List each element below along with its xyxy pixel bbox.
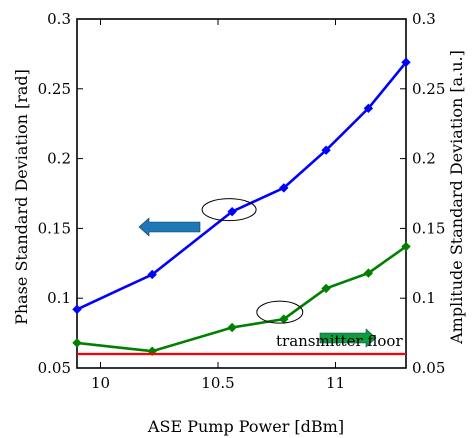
series-marker-ellipse-left <box>201 198 257 222</box>
data-point <box>227 322 237 333</box>
annotation-transmitter-floor: transmitter floor <box>276 332 403 350</box>
y-axis-label-left: Phase Standard Deviation [rad] <box>12 69 31 325</box>
y-tick-label-left: 0.1 <box>47 289 71 307</box>
y-tick-label-right: 0.05 <box>412 359 445 377</box>
data-point <box>147 269 157 280</box>
y-tick-label-left: 0.15 <box>38 219 71 237</box>
data-point <box>401 57 411 67</box>
plot-frame <box>76 18 407 369</box>
y-tick-label-right: 0.15 <box>412 219 445 237</box>
x-tick-label: 10.5 <box>201 374 234 392</box>
series-line-0 <box>76 61 408 311</box>
x-axis-label: ASE Pump Power [dBm] <box>147 417 344 436</box>
data-point <box>227 206 237 217</box>
x-tick-label: 10 <box>91 374 110 392</box>
y-tick-label-left: 0.3 <box>47 10 71 28</box>
y-axis-label-right: Amplitude Standard Deviation [a.u.] <box>447 50 466 345</box>
y-tick-label-right: 0.2 <box>412 150 436 168</box>
data-point <box>72 304 82 315</box>
plot-area: 0.05 0.05 0.1 0.1 0.15 0.15 0.2 0.2 0.25 0.25 0.3 0… <box>38 10 446 392</box>
y-tick-label-right: 0.3 <box>412 10 436 28</box>
y-tick-label-right: 0.25 <box>412 80 445 98</box>
data-point <box>279 183 289 193</box>
y-tick-label-right: 0.1 <box>412 289 436 307</box>
data-point <box>401 241 411 252</box>
x-tick-label: 11 <box>326 374 345 392</box>
y-tick-label-left: 0.2 <box>47 150 71 168</box>
series-marker-ellipse-right <box>256 300 304 324</box>
data-point <box>363 103 374 114</box>
y-tick-label-left: 0.25 <box>38 80 71 98</box>
y-tick-label-left: 0.05 <box>38 359 71 377</box>
data-point <box>363 268 374 278</box>
data-point <box>321 145 331 155</box>
arrow-left-icon <box>138 217 201 237</box>
data-point <box>321 283 331 294</box>
data-point <box>72 338 82 348</box>
arrow-right-icon <box>319 328 377 348</box>
